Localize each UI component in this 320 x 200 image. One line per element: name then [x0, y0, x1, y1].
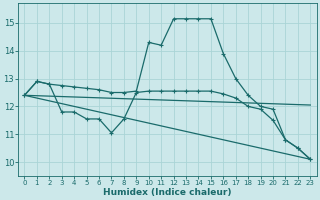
X-axis label: Humidex (Indice chaleur): Humidex (Indice chaleur) [103, 188, 232, 197]
